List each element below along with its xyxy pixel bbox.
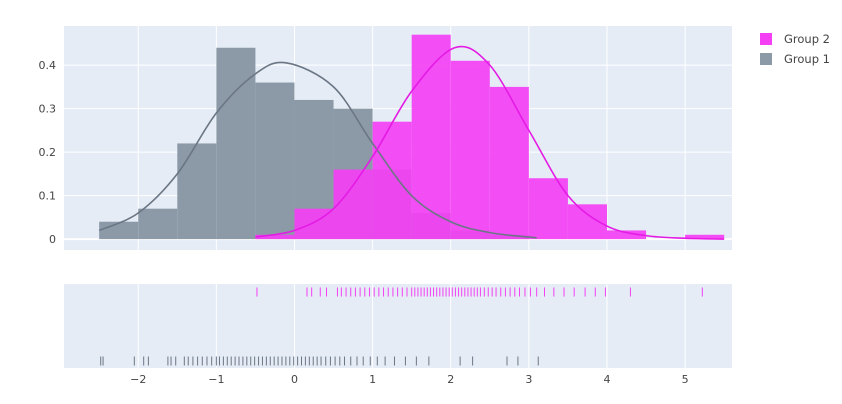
- x-tick-label: 1: [369, 373, 376, 386]
- x-tick-label: 2: [447, 373, 454, 386]
- hist-bar-group-1: [177, 143, 217, 240]
- x-tick-label: −1: [208, 373, 224, 386]
- x-tick-label: 3: [525, 373, 532, 386]
- y-tick-label: 0.3: [39, 103, 57, 116]
- legend-label[interactable]: Group 1: [784, 52, 830, 66]
- legend: Group 2 Group 1: [760, 32, 830, 66]
- hist-bar-group-2: [450, 60, 490, 240]
- y-tick-label: 0.4: [39, 59, 57, 72]
- hist-bar-group-1: [216, 47, 256, 240]
- x-tick-label: 4: [603, 373, 610, 386]
- rug-plot-area: −2 −1 0 1 2 3 4 5: [64, 284, 732, 386]
- y-tick-label: 0.2: [39, 146, 57, 159]
- hist-bar-group-2: [255, 234, 295, 240]
- hist-bar-group-2: [567, 204, 607, 240]
- kde-curve-group-2: [255, 45, 725, 240]
- histogram-bars: [99, 34, 725, 240]
- rug-x-gridlines: [137, 284, 686, 368]
- hist-bar-group-2: [372, 121, 412, 240]
- hist-bar-group-1: [255, 82, 295, 240]
- hist-bar-group-2: [685, 234, 725, 240]
- y-tick-label: 0.1: [39, 190, 57, 203]
- x-tick-label: 0: [291, 373, 298, 386]
- rug-marks: [100, 287, 703, 366]
- hist-bar-group-2: [333, 169, 373, 240]
- y-tick-labels: 0 0.1 0.2 0.3 0.4: [39, 59, 57, 246]
- y-tick-label: 0: [49, 233, 56, 246]
- rug-plot-background: [64, 284, 732, 368]
- kde-curve-group-1: [98, 61, 537, 239]
- kde-curves: [98, 45, 725, 240]
- x-tick-label: 5: [682, 373, 689, 386]
- x-tick-label: −2: [130, 373, 146, 386]
- main-plot-area: 0 0.1 0.2 0.3 0.4: [39, 26, 732, 250]
- legend-swatch[interactable]: [760, 33, 772, 45]
- hist-bar-group-2: [411, 34, 451, 240]
- hist-bar-group-2: [528, 178, 568, 240]
- x-tick-labels: −2 −1 0 1 2 3 4 5: [130, 373, 689, 386]
- hist-bar-group-2: [606, 230, 647, 240]
- hist-bar-group-1: [138, 208, 178, 240]
- hist-bar-group-1: [99, 221, 139, 240]
- legend-label[interactable]: Group 2: [784, 32, 830, 46]
- legend-swatch[interactable]: [760, 53, 772, 65]
- hist-bar-group-2: [489, 86, 529, 240]
